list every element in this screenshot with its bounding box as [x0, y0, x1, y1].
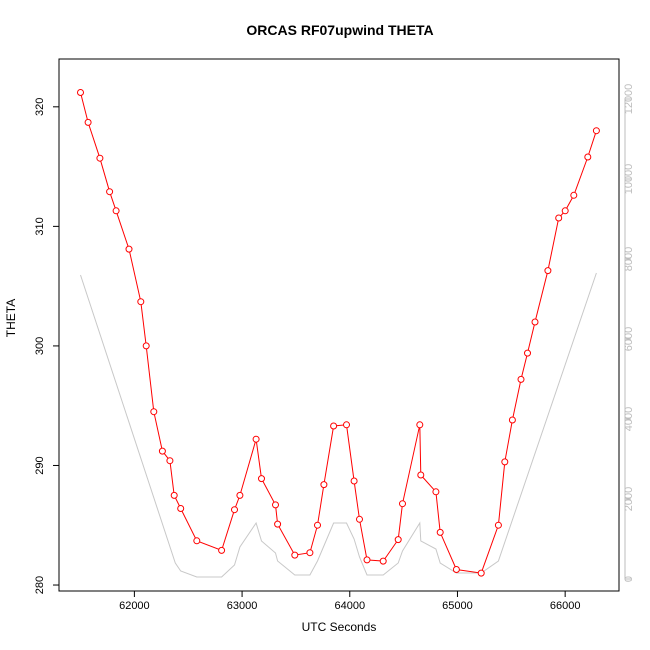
- x-tick-label: 63000: [227, 600, 258, 612]
- theta-point: [570, 191, 578, 199]
- theta-point: [432, 488, 440, 496]
- theta-point: [477, 569, 485, 577]
- theta-point: [258, 475, 265, 483]
- x-tick-label: 64000: [334, 600, 365, 612]
- theta-point: [96, 154, 104, 162]
- theta-point: [142, 342, 150, 350]
- theta-point: [231, 506, 238, 514]
- altitude-series: [80, 272, 597, 578]
- theta-point: [84, 118, 92, 126]
- x-axis: 62000 63000 64000 65000 66000: [119, 591, 580, 612]
- theta-point: [291, 551, 299, 559]
- theta-point: [343, 421, 350, 429]
- theta-point: [125, 245, 133, 253]
- y-axis: 280 290 300 310 320: [34, 98, 59, 594]
- y-tick-label: 310: [34, 217, 46, 235]
- theta-point: [379, 557, 387, 565]
- theta-series: [77, 89, 600, 577]
- theta-point: [356, 515, 363, 523]
- y2-tick-label: 12000: [623, 84, 635, 115]
- theta-point: [330, 422, 338, 430]
- theta-point: [561, 207, 569, 215]
- theta-point: [416, 421, 424, 429]
- theta-point: [306, 549, 314, 557]
- theta-point: [494, 521, 502, 529]
- theta-point: [177, 505, 185, 512]
- theta-point: [170, 491, 178, 499]
- y2-axis: 0 2000 4000 6000 8000 10000 12000: [623, 84, 635, 582]
- theta-point: [137, 298, 145, 306]
- theta-point: [252, 435, 260, 443]
- theta-point: [158, 447, 166, 455]
- theta-point: [320, 481, 328, 489]
- theta-point: [436, 528, 444, 536]
- theta-point: [544, 267, 552, 275]
- y-axis-label: THETA: [4, 299, 18, 337]
- theta-point: [517, 375, 525, 383]
- theta-point: [584, 153, 592, 161]
- theta-point: [524, 349, 531, 357]
- y2-tick-label: 0: [623, 576, 635, 582]
- theta-point: [394, 536, 402, 544]
- y-tick-label: 290: [34, 456, 46, 474]
- plot-frame: [58, 58, 620, 592]
- x-axis-label: UTC Seconds: [302, 620, 377, 634]
- theta-point: [193, 537, 201, 545]
- theta-point: [501, 458, 509, 466]
- y-tick-label: 300: [34, 337, 46, 355]
- y2-tick-label: 2000: [623, 487, 635, 511]
- theta-point: [272, 501, 279, 509]
- theta-point: [350, 477, 358, 485]
- theta-point: [274, 520, 282, 528]
- theta-point: [417, 471, 425, 479]
- theta-point: [236, 491, 244, 499]
- y2-tick-label: 8000: [623, 247, 635, 271]
- chart-title: ORCAS RF07upwind THETA: [246, 22, 433, 38]
- y2-tick-label: 6000: [623, 327, 635, 351]
- y-tick-label: 280: [34, 576, 46, 594]
- x-tick-label: 62000: [119, 600, 150, 612]
- theta-point: [508, 416, 516, 424]
- theta-point: [106, 188, 114, 196]
- theta-point: [150, 408, 158, 416]
- theta-point: [452, 566, 460, 573]
- theta-point: [363, 556, 371, 564]
- theta-point: [314, 521, 321, 529]
- theta-point: [218, 546, 226, 554]
- theta-point: [592, 127, 600, 135]
- theta-point: [112, 207, 120, 215]
- theta-point: [166, 457, 174, 465]
- y2-tick-label: 10000: [623, 164, 635, 195]
- y-tick-label: 320: [34, 98, 46, 116]
- theta-point: [555, 214, 563, 222]
- x-tick-label: 66000: [550, 600, 581, 612]
- theta-point: [399, 500, 406, 508]
- y2-tick-label: 4000: [623, 407, 635, 431]
- theta-point: [531, 318, 539, 326]
- x-tick-label: 65000: [442, 600, 473, 612]
- altitude-line: [80, 272, 597, 578]
- theta-point: [77, 89, 84, 96]
